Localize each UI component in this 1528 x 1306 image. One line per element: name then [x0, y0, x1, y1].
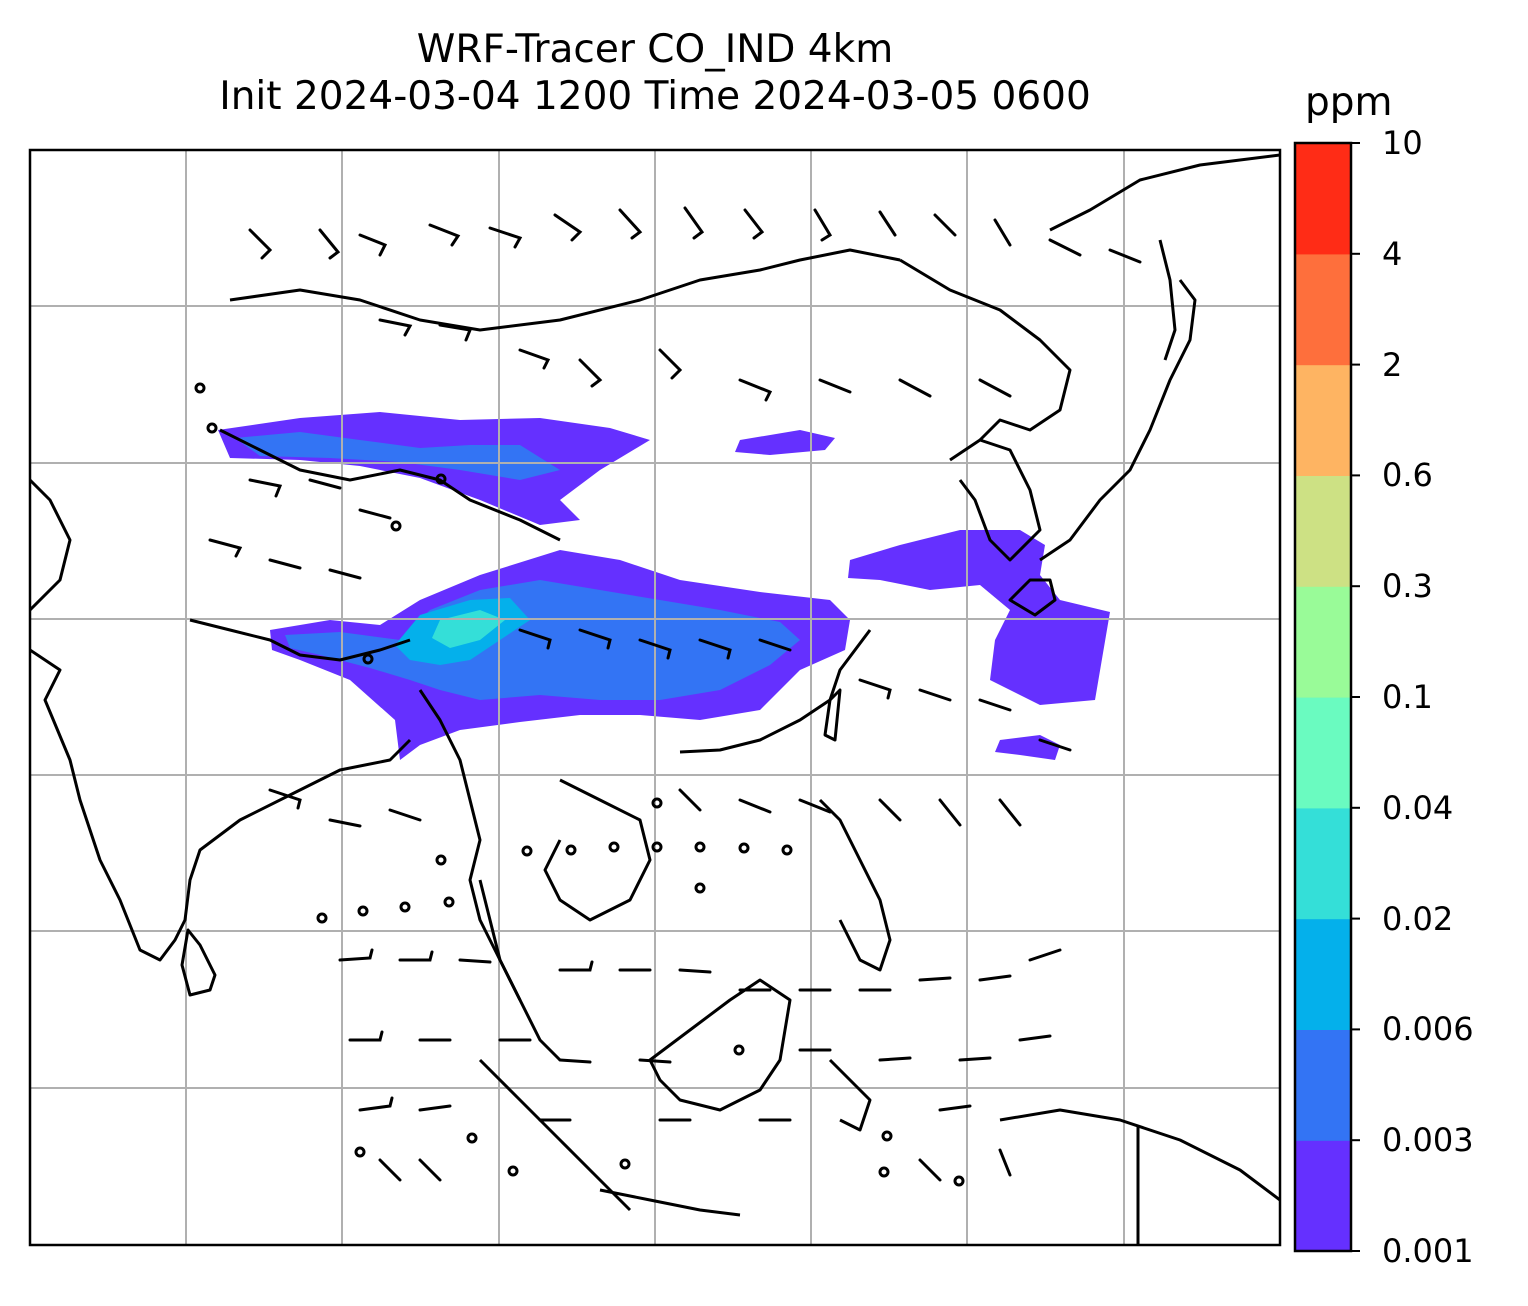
indochina-coast	[543, 778, 652, 922]
japan-honshu	[1039, 279, 1197, 562]
taiwan	[823, 688, 842, 742]
china-east-coast	[679, 629, 872, 754]
colorbar-tick-marks	[1351, 142, 1360, 1252]
java	[599, 1188, 741, 1217]
colorbar-tick-label: 2	[1382, 345, 1403, 384]
colorbar-tick-label: 0.02	[1382, 899, 1454, 938]
plume-southeast-patch	[995, 735, 1060, 760]
colorbar-tick-label: 0.04	[1382, 788, 1454, 827]
sri-lanka	[180, 928, 217, 997]
map-title: WRF-Tracer CO_IND 4km Init 2024-03-04 12…	[30, 26, 1280, 120]
colorbar-tick-label: 4	[1382, 234, 1403, 273]
colorbar-tick-label: 0.001	[1382, 1232, 1474, 1270]
colorbar-band	[1295, 697, 1351, 809]
colorbar-tick-label: 0.3	[1382, 567, 1433, 606]
plume-north-east-patch	[735, 430, 835, 455]
borneo	[648, 978, 792, 1112]
philippines	[818, 798, 892, 972]
colorbar-band	[1295, 586, 1351, 698]
myanmar-coast	[418, 689, 522, 1001]
sumatra	[478, 1058, 632, 1212]
colorbar-tick-label: 0.003	[1382, 1121, 1474, 1160]
new-guinea	[999, 1108, 1280, 1202]
tibet-border	[219, 428, 561, 542]
plume-north-band	[218, 412, 650, 525]
colorbar-band	[1295, 918, 1351, 1030]
colorbar-band	[1295, 364, 1351, 476]
himalaya-border	[189, 618, 411, 662]
colorbar-band	[1295, 253, 1351, 366]
colorbar	[1293, 141, 1360, 1253]
co-concentration-plume	[218, 412, 1110, 760]
map-border	[28, 148, 1282, 1247]
malay-peninsula	[478, 879, 562, 1062]
colorbar-band	[1295, 143, 1351, 255]
sakhalin	[1158, 239, 1177, 361]
colorbar-bands	[1295, 143, 1351, 1252]
west-india-coast	[30, 478, 72, 612]
colorbar-band	[1295, 475, 1351, 587]
colorbar-band	[1295, 1140, 1351, 1252]
title-line-2: Init 2024-03-04 1200 Time 2024-03-05 060…	[219, 74, 1091, 119]
calm-wind-circles	[194, 382, 965, 1187]
russia-far-east	[1049, 153, 1280, 232]
co-concentration-mid	[235, 432, 800, 700]
title-line-1: WRF-Tracer CO_IND 4km	[416, 27, 894, 72]
plume-east-band	[848, 530, 1110, 705]
mongolia-border	[229, 248, 901, 332]
colorbar-tick-label: 0.1	[1382, 678, 1433, 716]
colorbar-tick-label: 0.006	[1382, 1010, 1474, 1049]
colorbar-tick-label: 0.6	[1382, 456, 1433, 495]
india-coast	[30, 648, 412, 962]
colorbar-band	[1295, 1029, 1351, 1141]
sulawesi	[828, 1058, 872, 1132]
map-gridlines	[30, 150, 1280, 1245]
coastlines	[30, 153, 1280, 1245]
wind-barbs	[208, 206, 1142, 1182]
china-north-border	[899, 258, 1072, 442]
japan-kyushu	[1008, 578, 1057, 617]
colorbar-band	[1295, 807, 1351, 920]
colorbar-unit-label: ppm	[1305, 80, 1393, 125]
colorbar-tick-label: 10	[1382, 124, 1423, 162]
korea-coast	[949, 438, 1042, 562]
